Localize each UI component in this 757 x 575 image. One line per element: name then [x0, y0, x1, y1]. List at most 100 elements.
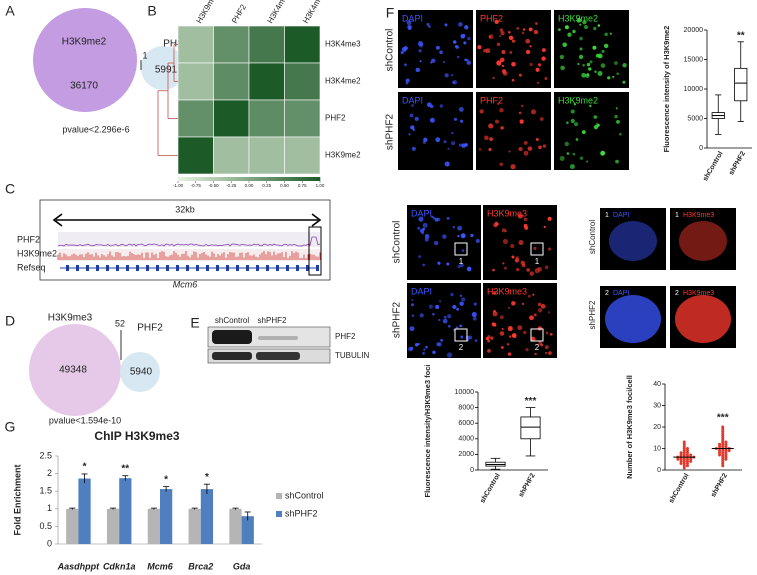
significance: ***: [717, 413, 729, 424]
heatmap-cell: [213, 136, 250, 175]
arrow-head: [311, 213, 322, 227]
colorbar-step: [316, 177, 321, 181]
nucleus: [569, 164, 575, 170]
nucleus: [538, 145, 542, 150]
nucleus: [493, 222, 498, 228]
nucleus: [423, 348, 426, 351]
nucleus: [414, 116, 419, 121]
exon: [276, 265, 279, 271]
nucleus: [586, 62, 591, 67]
nucleus: [444, 23, 448, 27]
nucleus: [544, 76, 548, 81]
nucleus: [492, 322, 497, 327]
nucleus: [538, 341, 543, 346]
condition-label: shControl: [588, 220, 597, 254]
nucleus: [600, 63, 606, 68]
label: pvalue<1.594e-10: [49, 415, 121, 425]
exon: [236, 265, 239, 271]
nucleus: [422, 352, 425, 355]
nucleus: [499, 315, 504, 320]
heatmap-cell: [213, 25, 250, 64]
nucleus: [533, 313, 537, 317]
nucleus: [424, 234, 430, 239]
colorbar-step: [245, 177, 250, 181]
nucleus: [496, 102, 500, 106]
colorbar-step: [202, 177, 207, 181]
colorbar-step: [288, 177, 292, 181]
colorbar-step: [312, 177, 317, 181]
heatmap-cell: [177, 25, 214, 64]
nucleus: [475, 238, 480, 244]
dot: [679, 453, 683, 457]
nucleus: [600, 150, 606, 156]
nucleus: [577, 62, 580, 66]
nucleus: [452, 81, 456, 84]
nucleus: [570, 109, 575, 114]
label: 52: [115, 318, 125, 328]
dot: [721, 453, 725, 457]
track-label: H3K9me2: [17, 248, 57, 258]
dot: [721, 436, 725, 440]
nucleus: [430, 61, 433, 64]
dot: [721, 451, 725, 455]
nucleus: [510, 243, 515, 249]
significance: *: [205, 472, 209, 483]
nucleus: [458, 22, 463, 27]
nucleus: [517, 325, 523, 331]
nucleus: [492, 76, 495, 80]
nucleus: [438, 300, 442, 303]
nucleus: [451, 131, 454, 135]
colorbar-step: [178, 177, 182, 181]
nucleus: [457, 265, 461, 269]
nucleus: [509, 51, 513, 54]
panel-letter: C: [5, 181, 15, 197]
exon: [196, 265, 199, 271]
y-tick-label: 4000: [458, 436, 474, 443]
exon: [116, 265, 119, 271]
venn-circle: [120, 352, 160, 392]
nucleus: [414, 343, 419, 347]
dot: [682, 457, 686, 461]
micrograph: [554, 92, 629, 170]
nucleus: [592, 45, 597, 50]
nucleus: [502, 71, 508, 76]
nucleus: [450, 73, 454, 77]
label: 1: [142, 50, 147, 60]
nucleus: [485, 48, 491, 54]
nucleus: [470, 233, 474, 238]
y-tick-label: 0: [470, 467, 474, 474]
channel-label: H3K9me2: [558, 13, 598, 23]
colorbar-label: 0.75: [298, 183, 307, 188]
nucleus: [418, 216, 424, 222]
nucleus: [535, 22, 538, 25]
nucleus: [422, 140, 426, 144]
colorbar-step: [270, 177, 275, 181]
channel-label: H3K9me3: [487, 286, 527, 296]
nucleus: [406, 20, 412, 26]
exon: [66, 265, 69, 271]
channel-label: H3K9me3: [683, 290, 714, 297]
nucleus: [502, 238, 509, 245]
nucleus: [455, 326, 459, 329]
nucleus: [446, 216, 450, 220]
nucleus: [529, 62, 533, 67]
panel-letter: F: [386, 5, 395, 21]
nucleus: [426, 22, 430, 26]
nucleus: [439, 50, 443, 55]
nucleus: [514, 336, 517, 339]
row-label: H3K9me2: [325, 151, 361, 160]
nucleus: [442, 318, 448, 324]
nucleus: [572, 29, 576, 34]
lane-label: shControl: [215, 316, 249, 325]
nucleus: [522, 28, 526, 31]
nucleus: [490, 336, 494, 340]
nucleus: [615, 107, 618, 110]
dot: [676, 457, 680, 461]
dot: [721, 449, 725, 453]
dot: [718, 449, 722, 453]
colorbar-step: [234, 177, 239, 181]
nucleus: [450, 292, 454, 297]
nucleus: [459, 263, 464, 268]
nucleus: [411, 314, 415, 318]
nucleus: [471, 312, 477, 318]
